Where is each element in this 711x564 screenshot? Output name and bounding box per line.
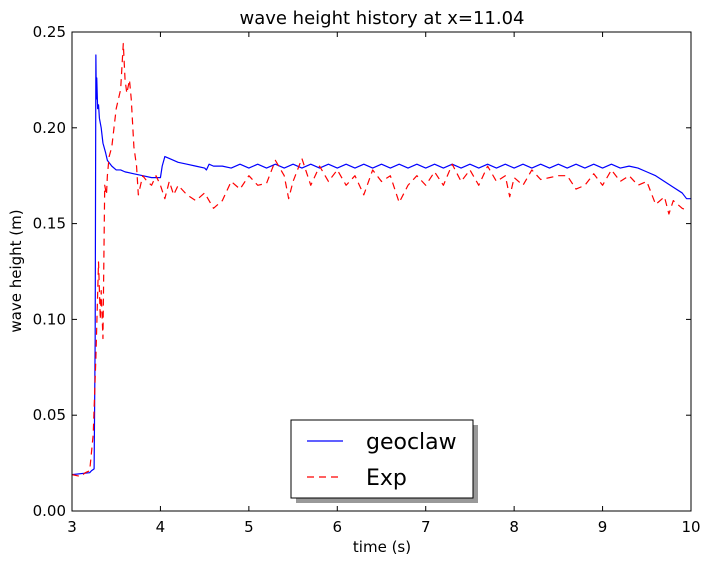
series-layer xyxy=(72,42,691,478)
x-tick-label: 5 xyxy=(244,518,254,536)
y-tick-label: 0.00 xyxy=(33,502,66,520)
x-axis: 3 4 5 6 7 8 9 10 xyxy=(67,32,701,536)
y-tick-label: 0.05 xyxy=(33,406,66,424)
legend-geoclaw-label: geoclaw xyxy=(366,430,457,455)
y-axis: 0.00 0.05 0.10 0.15 0.20 0.25 xyxy=(33,23,691,520)
plot-frame xyxy=(71,31,692,512)
y-axis-label: wave height (m) xyxy=(7,209,25,332)
x-tick-label: 8 xyxy=(509,518,519,536)
legend: geoclaw Exp xyxy=(290,419,478,503)
chart-title: wave height history at x=11.04 xyxy=(239,8,524,29)
x-tick-label: 4 xyxy=(156,518,166,536)
x-tick-label: 3 xyxy=(67,518,77,536)
legend-exp-label: Exp xyxy=(366,466,407,491)
x-tick-label: 6 xyxy=(333,518,343,536)
x-tick-label: 7 xyxy=(421,518,431,536)
plot-area xyxy=(71,31,692,512)
y-tick-label: 0.10 xyxy=(33,310,66,328)
x-tick-label: 9 xyxy=(598,518,608,536)
series-line-exp xyxy=(72,42,687,478)
series-line-geoclaw xyxy=(72,54,691,476)
x-tick-label: 10 xyxy=(681,518,700,536)
y-tick-label: 0.25 xyxy=(33,23,66,41)
legend-box xyxy=(290,419,474,499)
y-tick-label: 0.15 xyxy=(33,215,66,233)
y-tick-label: 0.20 xyxy=(33,119,66,137)
x-axis-label: time (s) xyxy=(353,538,411,556)
